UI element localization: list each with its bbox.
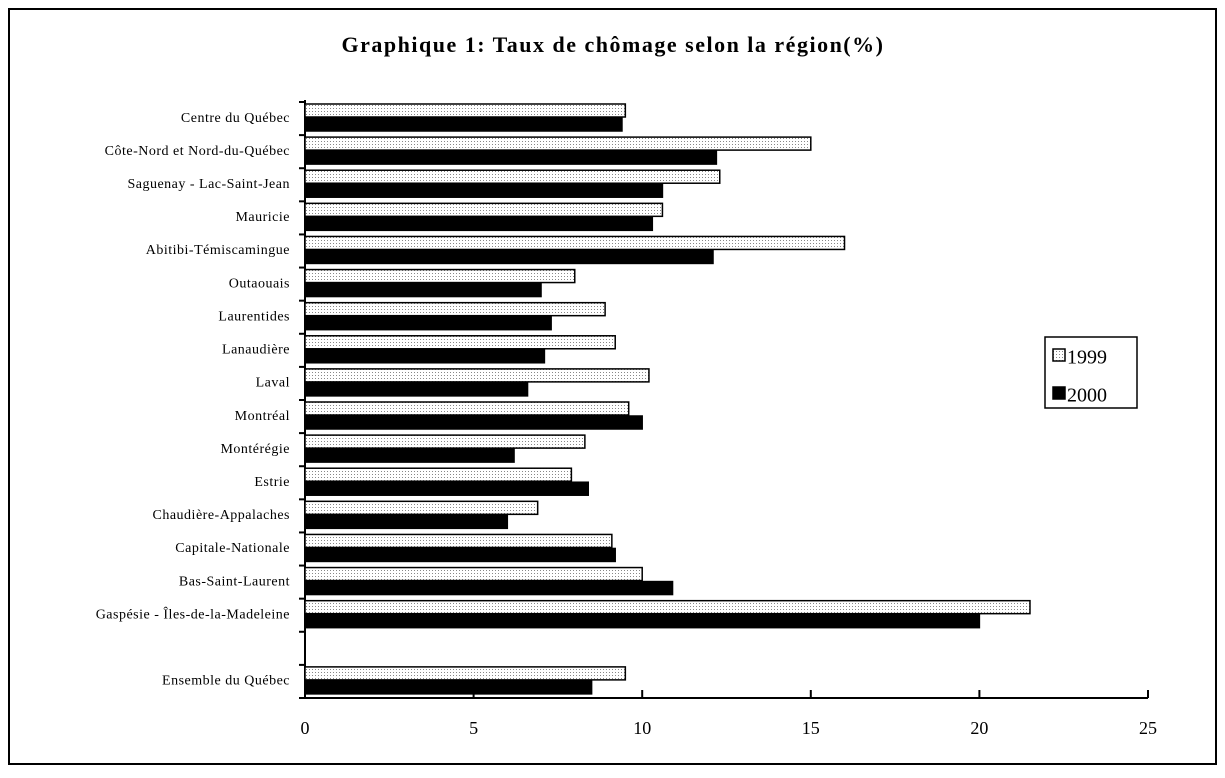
- bar: [304, 169, 721, 184]
- bar: [304, 382, 529, 397]
- chart-title: Graphique 1: Taux de chômage selon la ré…: [342, 32, 885, 57]
- bar: [304, 268, 576, 284]
- y-tick-label: Estrie: [254, 475, 290, 490]
- y-tick-label: Centre du Québec: [181, 111, 290, 126]
- bar: [304, 514, 509, 530]
- y-tick-label: Lanaudière: [222, 343, 290, 358]
- legend-label: 2000: [1067, 385, 1107, 407]
- bar: [304, 249, 714, 265]
- y-tick-label: Montérégie: [220, 442, 290, 457]
- bar: [304, 235, 846, 251]
- bar: [304, 315, 552, 331]
- y-tick-label: Gaspésie - Îles-de-la-Madeleine: [96, 605, 290, 622]
- y-tick-label: Ensemble du Québec: [162, 674, 290, 689]
- bar: [304, 680, 593, 695]
- legend-swatch: [1052, 386, 1066, 400]
- bar: [304, 117, 623, 132]
- bar: [304, 434, 586, 449]
- y-tick-label: Côte-Nord et Nord-du-Québec: [105, 144, 290, 159]
- x-tick-label: 0: [301, 718, 310, 738]
- y-tick-label: Saguenay - Lac-Saint-Jean: [127, 177, 290, 192]
- bar: [304, 666, 627, 681]
- x-tick-label: 25: [1139, 718, 1157, 738]
- bar: [304, 467, 573, 482]
- bar: [304, 613, 981, 629]
- y-tick-label: Montréal: [235, 409, 290, 424]
- bar: [304, 150, 718, 165]
- bar: [304, 580, 674, 596]
- bar: [304, 533, 613, 549]
- bar: [304, 335, 616, 350]
- y-tick-label: Capitale-Nationale: [175, 541, 290, 556]
- bar: [304, 202, 664, 218]
- y-tick-label: Abitibi-Témiscamingue: [146, 243, 290, 258]
- legend-label: 1999: [1067, 347, 1107, 369]
- y-tick-label: Chaudière-Appalaches: [153, 508, 291, 523]
- bar: [304, 282, 542, 298]
- bar: [304, 349, 546, 364]
- y-tick-label: Laurentides: [218, 309, 290, 324]
- bar: [304, 448, 515, 463]
- y-tick-label: Outaouais: [229, 276, 290, 291]
- bar: [304, 599, 1031, 615]
- bar: [304, 183, 664, 198]
- x-tick-label: 5: [469, 718, 478, 738]
- bar: [304, 301, 606, 317]
- bar: [304, 547, 616, 563]
- x-tick-label: 10: [633, 718, 651, 738]
- x-tick-label: 15: [802, 718, 820, 738]
- bar: [304, 500, 539, 516]
- bar: [304, 401, 630, 416]
- bar: [304, 415, 643, 430]
- bar: [304, 103, 627, 118]
- bar: [304, 216, 654, 232]
- y-tick-label: Laval: [256, 376, 290, 391]
- legend-swatch: [1052, 348, 1066, 362]
- y-tick-label: Mauricie: [235, 210, 290, 225]
- y-tick-label: Bas-Saint-Laurent: [179, 574, 290, 589]
- frame: [8, 8, 1217, 765]
- bar: [304, 136, 812, 151]
- bar: [304, 566, 643, 582]
- bar: [304, 481, 589, 496]
- x-tick-label: 20: [970, 718, 988, 738]
- bar: [304, 368, 650, 383]
